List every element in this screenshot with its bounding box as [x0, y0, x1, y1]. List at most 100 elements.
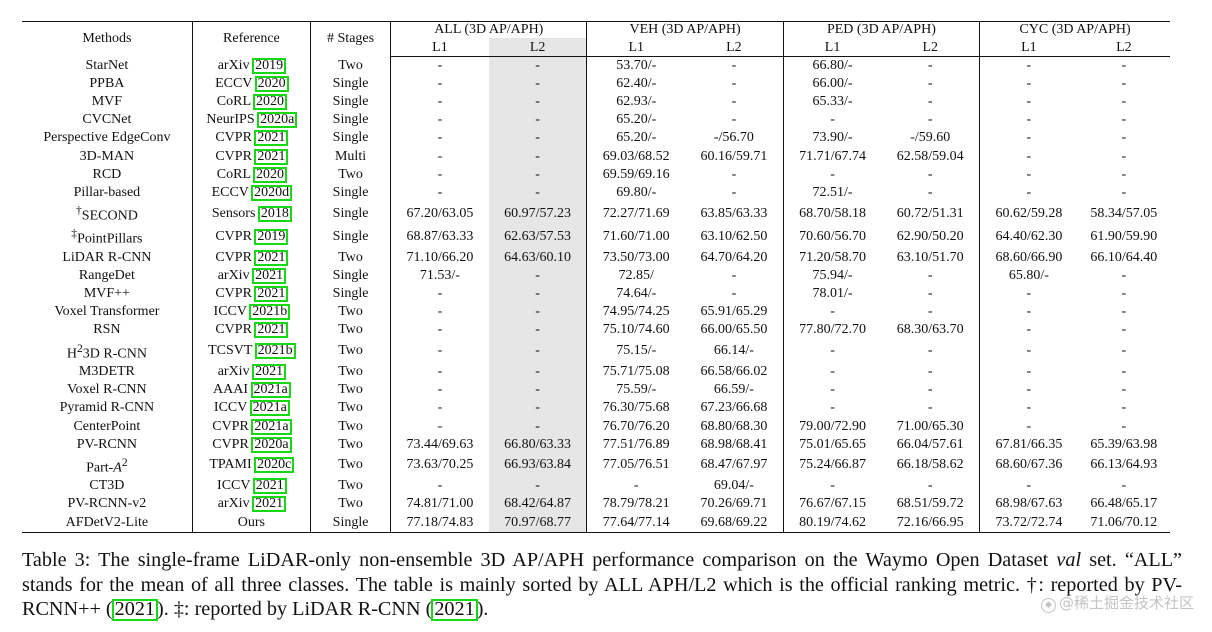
reference-venue: arXiv — [217, 57, 250, 73]
stages-cell: Multi — [310, 147, 392, 166]
metric-cell: 66.80/- — [812, 58, 853, 74]
method-cell: RCD — [22, 165, 193, 184]
citation-link[interactable]: 2021a — [250, 382, 291, 399]
metric-cell: - — [1026, 130, 1032, 146]
citation-link[interactable]: 2021 — [252, 364, 287, 381]
group-header-veh: VEH (3D AP/APH) — [586, 21, 784, 38]
metric-cell: - — [488, 93, 588, 112]
reference-venue: CVPR — [215, 148, 252, 164]
citation-link[interactable]: 2020 — [254, 76, 289, 93]
citation-link[interactable]: 2020d — [251, 184, 293, 201]
caption-citation-link-pvrcnn[interactable]: 2021 — [111, 598, 159, 621]
citation-link[interactable]: 2020a — [251, 436, 292, 453]
citation-link[interactable]: 2021 — [254, 286, 289, 303]
stages-cell: Two — [310, 435, 392, 454]
metric-cell: - — [1121, 286, 1127, 302]
metric-cell: 62.90/50.20 — [881, 225, 981, 250]
stages-cell: Single — [310, 183, 392, 202]
citation-link[interactable]: 2020 — [252, 166, 287, 183]
citation-link[interactable]: 2018 — [257, 205, 292, 222]
stages-cell: Single — [310, 225, 392, 250]
metric-cell: 65.80/- — [1008, 268, 1049, 284]
citation-link[interactable]: 2019 — [254, 229, 289, 246]
citation-link[interactable]: 2021 — [252, 268, 287, 285]
citation-link[interactable]: 2021 — [252, 478, 287, 495]
method-name: CenterPoint — [73, 418, 141, 434]
citation-link[interactable]: 2020 — [252, 94, 287, 111]
stages-cell: Single — [310, 111, 392, 130]
method-name: MVF — [91, 94, 123, 110]
metric-cell: - — [488, 477, 588, 496]
level-header-l1: L1 — [390, 38, 489, 57]
metric-cell: - — [488, 303, 588, 322]
method-cell: CenterPoint — [22, 417, 193, 436]
table-row: StarNet arXiv 2019 Two - -53.70/- -66.80/- - - - — [22, 56, 1170, 76]
metric-cell: -/59.60 — [881, 129, 981, 148]
metric-cell: 77.64/77.14 — [586, 513, 686, 533]
metric-cell: 64.70/64.20 — [685, 249, 784, 268]
metric-cell: - — [488, 129, 588, 148]
method-prefix: H — [66, 346, 77, 362]
table-row: LiDAR R-CNN CVPR 2021 Two 71.10/66.20 64.63/… — [22, 249, 1170, 268]
citation-link[interactable]: 2021 — [252, 496, 287, 513]
metric-cell: - — [488, 381, 588, 400]
metric-cell: - — [437, 166, 443, 182]
citation-link[interactable]: 2021 — [254, 322, 289, 339]
stages-cell: Two — [310, 399, 392, 418]
citation-link[interactable]: 2019 — [252, 57, 287, 74]
metric-cell: - — [685, 267, 784, 286]
level-header-l1: L1 — [783, 38, 882, 57]
stages-cell: Two — [310, 453, 392, 478]
watermark: ◆ @稀土掘金技术社区 — [1040, 592, 1194, 613]
level-header-l1: L1 — [979, 38, 1078, 57]
metric-cell: - — [881, 363, 981, 382]
metric-cell: - — [437, 184, 443, 200]
citation-link[interactable]: 2021 — [254, 250, 289, 267]
reference-cell: arXiv 2021 — [192, 267, 311, 286]
stages-cell: Two — [310, 56, 392, 76]
citation-link[interactable]: 2021b — [254, 343, 296, 360]
reference-cell: CVPR 2019 — [192, 225, 311, 250]
citation-link[interactable]: 2021b — [249, 304, 291, 321]
citation-link[interactable]: 2020c — [254, 457, 295, 474]
reference-venue: CVPR — [212, 418, 249, 434]
metric-cell: 74.95/74.25 — [602, 304, 670, 320]
citation-link[interactable]: 2021a — [251, 418, 292, 435]
method-name: Perspective EdgeConv — [43, 130, 171, 146]
citation-link[interactable]: 2021 — [254, 148, 289, 165]
metric-cell: - — [437, 382, 443, 398]
metric-cell: - — [881, 165, 981, 184]
metric-cell: - — [1026, 112, 1032, 128]
level-header-l1: L1 — [586, 38, 686, 57]
metric-cell: 75.10/74.60 — [602, 322, 670, 338]
metric-cell: 58.34/57.05 — [1090, 205, 1158, 221]
metric-cell: - — [1026, 286, 1032, 302]
method-cell: MVF — [22, 93, 193, 112]
citation-link[interactable]: 2020a — [257, 112, 298, 129]
citation-link[interactable]: 2021 — [254, 130, 289, 147]
caption-text-3: ). ‡: reported by LiDAR R-CNN ( — [157, 598, 433, 620]
metric-cell: - — [1026, 478, 1032, 494]
stages-cell: Single — [310, 267, 392, 286]
reference-venue: arXiv — [217, 496, 250, 512]
metric-cell: - — [1026, 58, 1032, 74]
reference-cell: ICCV 2021 — [192, 477, 311, 496]
table-row: Part-A2 TPAMI 2020c Two 73.63/70.25 66.93/63… — [22, 453, 1170, 478]
metric-cell: - — [830, 166, 835, 182]
reference-venue: TPAMI — [209, 457, 252, 473]
metric-cell: - — [881, 75, 981, 94]
method-name: SECOND — [81, 208, 138, 224]
method-cell: AFDetV2-Lite — [22, 513, 193, 533]
method-cell: RSN — [22, 321, 193, 340]
metric-cell: 60.16/59.71 — [685, 147, 784, 166]
metric-cell: - — [1121, 364, 1127, 380]
metric-cell: 69.80/- — [616, 184, 657, 200]
method-cell: StarNet — [22, 56, 193, 76]
caption-citation-link-lidar-rcnn[interactable]: 2021 — [431, 598, 479, 621]
method-name: 3D-MAN — [79, 148, 135, 164]
metric-cell: - — [881, 267, 981, 286]
method-name: 3D R-CNN — [82, 346, 147, 362]
citation-link[interactable]: 2021a — [249, 400, 291, 417]
metric-cell: 70.26/69.71 — [685, 495, 784, 514]
metric-cell: 71.71/67.74 — [799, 148, 867, 164]
